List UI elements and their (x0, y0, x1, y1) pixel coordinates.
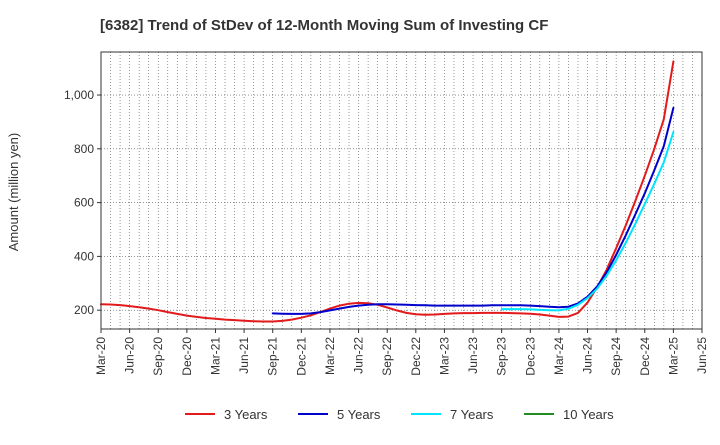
x-tick-label: Mar-24 (552, 337, 566, 375)
x-tick-label: Dec-24 (638, 337, 652, 376)
x-tick-label: Jun-21 (237, 337, 251, 374)
x-tick-label: Sep-23 (495, 337, 509, 376)
series-line-5-years (271, 106, 675, 315)
series-lines (100, 60, 675, 323)
x-tick-label: Mar-21 (208, 337, 222, 375)
x-tick-label: Dec-23 (523, 337, 537, 376)
y-tick-label: 200 (74, 303, 94, 317)
legend-item: 5 Years (298, 407, 381, 422)
x-tick-label: Mar-25 (666, 337, 680, 375)
x-tick-label: Jun-25 (695, 337, 709, 374)
legend-label: 10 Years (563, 407, 614, 422)
y-axis: 200 400 600 800 1,000 (64, 88, 101, 317)
x-tick-label: Sep-20 (151, 337, 165, 376)
x-tick-label: Sep-21 (266, 337, 280, 376)
legend-item: 10 Years (524, 407, 614, 422)
x-tick-label: Mar-22 (323, 337, 337, 375)
x-tick-label: Dec-21 (294, 337, 308, 376)
grid (101, 52, 702, 329)
legend-label: 5 Years (337, 407, 381, 422)
legend-item: 3 Years (185, 407, 268, 422)
y-tick-label: 800 (74, 142, 94, 156)
x-tick-label: Dec-22 (409, 337, 423, 376)
series-line-7-years (500, 131, 675, 312)
y-axis-label: Amount (million yen) (6, 133, 21, 252)
x-tick-label: Dec-20 (180, 337, 194, 376)
x-axis: Mar-20 Jun-20 Sep-20 Dec-20 Mar-21 Jun-21 Sep-… (94, 329, 709, 376)
x-tick-label: Jun-24 (581, 337, 595, 374)
legend-label: 7 Years (450, 407, 494, 422)
series-line-3-years (100, 60, 675, 323)
x-tick-label: Mar-20 (94, 337, 108, 375)
x-tick-label: Jun-23 (466, 337, 480, 374)
x-tick-label: Jun-22 (352, 337, 366, 374)
x-tick-label: Jun-20 (123, 337, 137, 374)
y-tick-label: 600 (74, 196, 94, 210)
chart-title: [6382] Trend of StDev of 12-Month Moving… (100, 17, 548, 34)
legend-label: 3 Years (224, 407, 268, 422)
legend: 3 Years 5 Years 7 Years 10 Years (185, 407, 614, 422)
y-tick-label: 400 (74, 249, 94, 263)
legend-item: 7 Years (411, 407, 494, 422)
y-tick-label: 1,000 (64, 88, 94, 102)
x-tick-label: Sep-24 (609, 337, 623, 376)
x-tick-label: Sep-22 (380, 337, 394, 376)
plot-frame (100, 51, 703, 330)
x-tick-label: Mar-23 (437, 337, 451, 375)
